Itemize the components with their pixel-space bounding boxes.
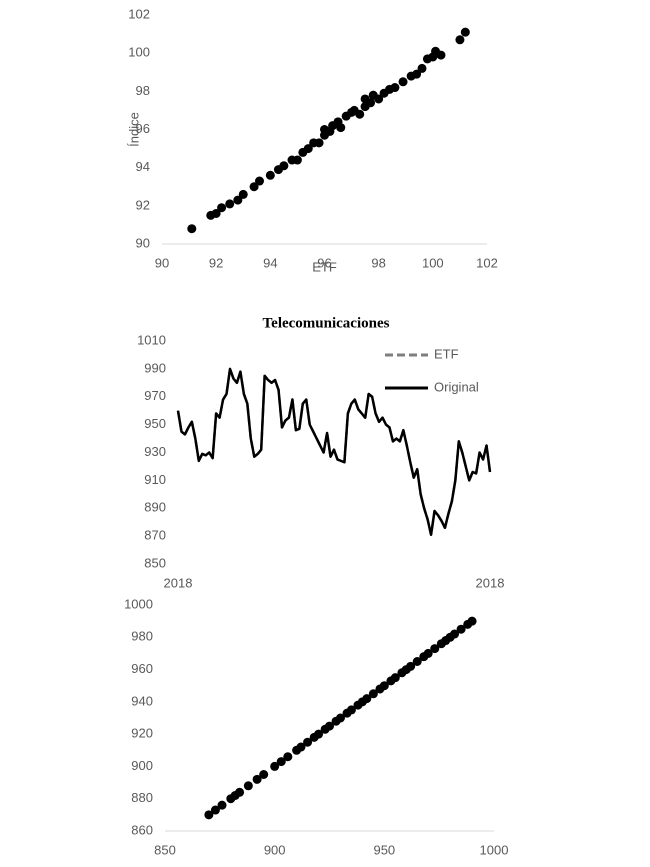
point: [279, 161, 289, 171]
point: [270, 761, 280, 771]
y-tick-label: 990: [144, 360, 166, 375]
x-tick-label: 90: [155, 255, 169, 270]
point: [255, 176, 264, 186]
point: [412, 657, 422, 666]
y-tick-label: 970: [144, 388, 166, 403]
point: [217, 800, 227, 810]
point: [379, 681, 389, 691]
y-tick-label: 880: [131, 790, 153, 805]
x-tick-label: 98: [371, 255, 385, 270]
x-tick-label: 96: [317, 255, 331, 270]
point: [265, 170, 275, 180]
point: [325, 721, 334, 731]
point: [249, 182, 259, 192]
point: [296, 742, 306, 752]
point: [292, 155, 302, 165]
y-tick-label: 860: [131, 822, 153, 837]
y-tick-label: 1010: [137, 332, 166, 347]
point: [450, 629, 460, 639]
chart-title: Telecomunicaciones: [263, 315, 390, 331]
point: [204, 810, 214, 820]
x-tick-label: 100: [422, 255, 444, 270]
point: [390, 83, 400, 93]
y-tick-label: 980: [131, 629, 153, 644]
y-tick-label: 102: [128, 6, 150, 21]
y-tick-label: 900: [131, 758, 153, 773]
x-tick-label: 2018: [164, 575, 193, 590]
point: [346, 705, 356, 715]
point: [210, 805, 220, 815]
x-tick-label: 950: [373, 842, 395, 857]
point: [335, 713, 345, 723]
point: [460, 27, 470, 37]
x-axis-title: ETF: [312, 259, 337, 274]
point: [362, 694, 372, 704]
point: [217, 203, 227, 213]
point: [430, 644, 440, 654]
y-tick-label: 930: [144, 444, 166, 459]
point: [314, 138, 324, 148]
legend-label: Original: [434, 379, 479, 394]
point: [355, 109, 365, 119]
point: [259, 770, 269, 779]
x-tick-label: 92: [209, 255, 223, 270]
y-tick-label: 910: [144, 472, 166, 487]
y-tick-label: 92: [136, 197, 150, 212]
y-tick-label: 98: [136, 83, 150, 98]
point: [368, 689, 378, 699]
point: [467, 616, 477, 626]
point: [423, 648, 433, 658]
x-tick-label: 102: [476, 255, 498, 270]
point: [211, 208, 221, 218]
x-tick-label: 900: [264, 842, 286, 857]
point: [235, 787, 245, 797]
point: [303, 737, 313, 747]
y-tick-label: 850: [144, 555, 166, 570]
x-tick-label: 2018: [476, 575, 505, 590]
y-axis-title: Índice: [126, 112, 141, 147]
x-tick-label: 850: [154, 842, 176, 857]
y-tick-label: 1000: [124, 596, 153, 611]
y-tick-label: 940: [131, 693, 153, 708]
point: [303, 144, 313, 154]
y-tick-label: 100: [128, 45, 150, 60]
point: [276, 757, 286, 767]
legend-label: ETF: [434, 346, 459, 361]
point: [314, 729, 324, 739]
point: [412, 69, 422, 79]
point: [233, 195, 243, 205]
point: [252, 774, 262, 784]
y-tick-label: 920: [131, 726, 153, 741]
point: [283, 752, 293, 762]
y-tick-label: 90: [136, 235, 150, 250]
point: [187, 224, 197, 234]
point: [417, 63, 427, 73]
y-tick-label: 890: [144, 500, 166, 515]
point: [336, 123, 346, 133]
point: [398, 77, 408, 87]
y-tick-label: 960: [131, 661, 153, 676]
point: [455, 35, 465, 45]
y-tick-label: 96: [136, 121, 150, 136]
point: [238, 189, 248, 199]
y-tick-label: 950: [144, 416, 166, 431]
point: [225, 199, 235, 209]
point: [406, 661, 416, 671]
x-tick-label: 1000: [480, 842, 509, 857]
point: [366, 98, 376, 108]
x-tick-label: 94: [263, 255, 277, 270]
point: [243, 781, 253, 791]
point: [390, 673, 400, 683]
point: [374, 94, 384, 104]
point: [431, 46, 441, 56]
y-tick-label: 870: [144, 528, 166, 543]
point: [456, 624, 466, 634]
line-series: [176, 367, 492, 536]
y-tick-label: 94: [136, 159, 150, 174]
